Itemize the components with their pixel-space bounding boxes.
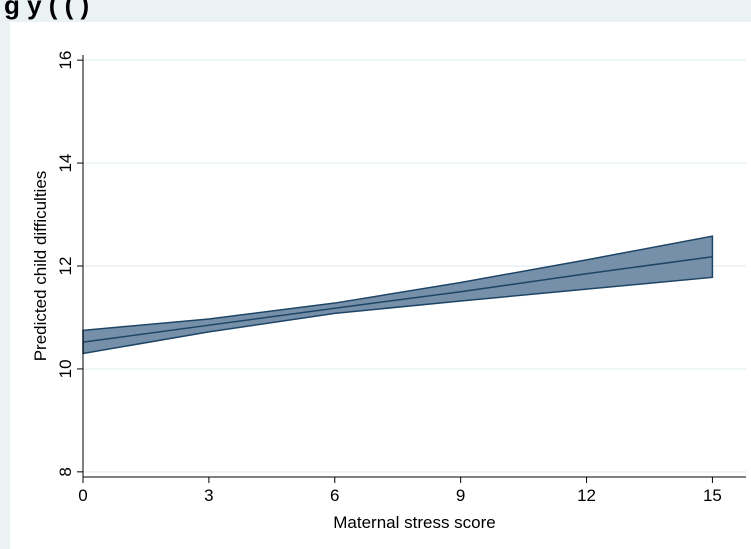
x-tick-label: 0 <box>78 486 87 505</box>
y-tick-label: 12 <box>56 257 75 276</box>
x-tick-label: 9 <box>456 486 465 505</box>
y-axis-label: Predicted child difficulties <box>31 171 50 362</box>
x-tick-label: 15 <box>703 486 722 505</box>
y-tick-label: 14 <box>56 154 75 173</box>
tick-labels: 8 10 12 14 16 0 3 6 9 12 15 <box>56 51 722 505</box>
confidence-band <box>82 235 714 355</box>
y-tick-label: 10 <box>56 359 75 378</box>
x-tick-label: 3 <box>204 486 213 505</box>
x-tick-label: 12 <box>577 486 596 505</box>
axes <box>77 55 746 483</box>
x-axis-label: Maternal stress score <box>333 513 496 532</box>
y-tick-label: 16 <box>56 51 75 70</box>
chart-title-fragment: g y ( ( ) <box>4 0 90 20</box>
x-tick-label: 6 <box>330 486 339 505</box>
prediction-line <box>82 255 713 343</box>
y-tick-label: 8 <box>56 467 75 476</box>
grid <box>83 59 746 473</box>
confidence-interval-band <box>82 235 714 355</box>
